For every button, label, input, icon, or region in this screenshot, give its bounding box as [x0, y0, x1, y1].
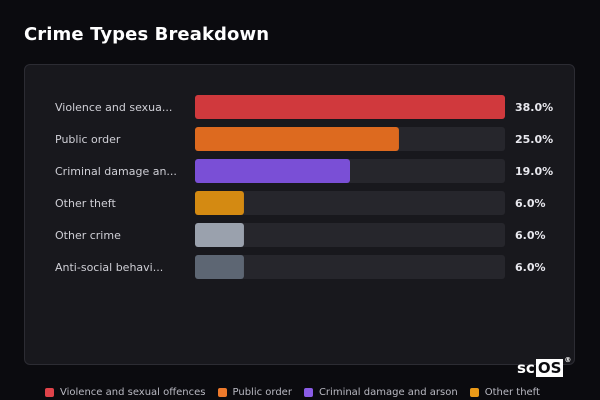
legend-item[interactable]: Criminal damage and arson: [303, 387, 458, 398]
bar-track: [195, 255, 505, 279]
category-label: Violence and sexua...: [55, 101, 172, 114]
legend-item[interactable]: Violence and sexual offences: [45, 387, 206, 398]
bar[interactable]: [195, 127, 399, 151]
logo-text-boxed: OS: [535, 359, 564, 377]
category-label: Public order: [55, 133, 121, 146]
value-label: 6.0%: [515, 261, 546, 274]
value-label: 38.0%: [515, 101, 553, 114]
value-label: 25.0%: [515, 133, 553, 146]
value-label: 6.0%: [515, 229, 546, 242]
category-label: Anti-social behavi...: [55, 261, 163, 274]
category-label: Other crime: [55, 229, 121, 242]
bar-track: [195, 191, 505, 215]
legend-item[interactable]: Public order: [217, 387, 292, 398]
legend-item[interactable]: Other theft: [469, 387, 540, 398]
category-label: Other theft: [55, 197, 116, 210]
legend-swatch: [469, 388, 479, 397]
category-label: Criminal damage an...: [55, 165, 177, 178]
legend-swatch: [303, 388, 313, 397]
logo-text-main: sc: [517, 359, 535, 377]
bar[interactable]: [195, 159, 350, 183]
scos-logo: sc OS ®: [517, 356, 572, 378]
chart-title: Crime Types Breakdown: [24, 24, 270, 45]
legend-label: Violence and sexual offences: [60, 387, 206, 398]
chart-legend: Violence and sexual offences Public order…: [45, 387, 552, 398]
bar[interactable]: [195, 255, 244, 279]
legend-label: Criminal damage and arson: [318, 387, 458, 398]
bar[interactable]: [195, 95, 505, 119]
registered-mark: ®: [564, 356, 572, 364]
bar-track: [195, 223, 505, 247]
legend-label: Public order: [232, 387, 292, 398]
legend-swatch: [45, 388, 54, 397]
value-label: 19.0%: [515, 165, 553, 178]
value-label: 6.0%: [515, 197, 546, 210]
bar[interactable]: [195, 223, 244, 247]
bar[interactable]: [195, 191, 244, 215]
legend-swatch: [217, 388, 227, 397]
legend-label: Other theft: [484, 387, 540, 398]
